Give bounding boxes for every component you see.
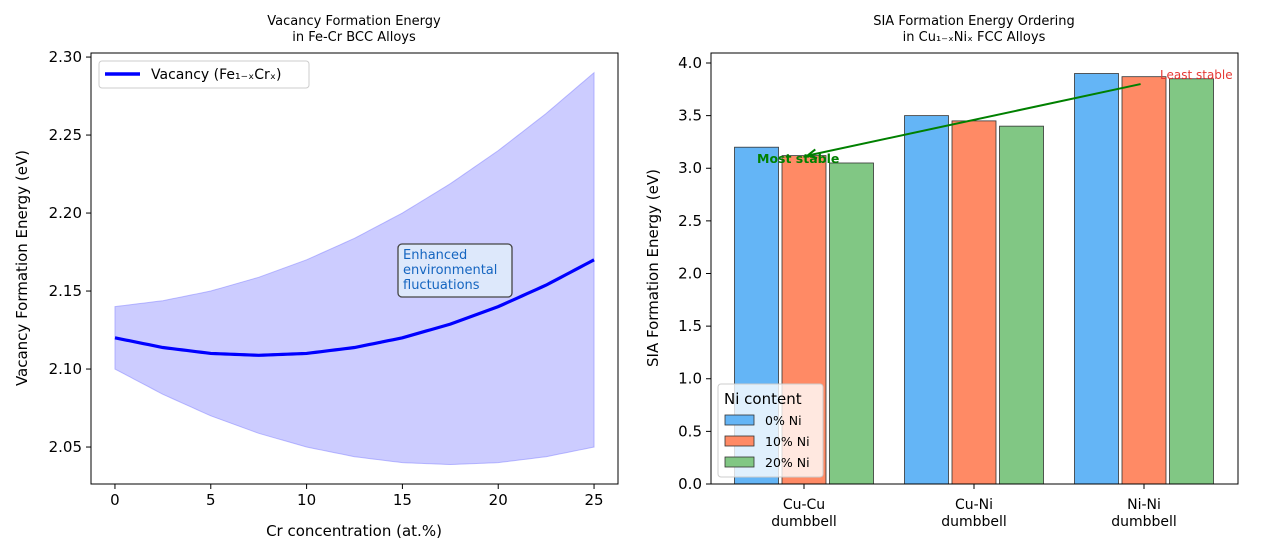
bar-0-ni-2 — [1074, 73, 1119, 485]
most-stable-label: Most stable — [757, 151, 839, 166]
y-tick-label: 3.5 — [678, 107, 702, 125]
x-tick-label: 25 — [584, 491, 603, 509]
x-category-label: Cu-Ni dumbbell — [941, 497, 1007, 530]
right-y-label: SIA Formation Energy (eV) — [644, 169, 662, 367]
left-chart-title: Vacancy Formation Energy in Fe-Cr BCC All… — [267, 14, 441, 45]
bar-20-ni-1 — [999, 125, 1044, 485]
right-legend — [717, 383, 824, 478]
bar-0-ni-1 — [904, 115, 949, 485]
y-tick-label: 4.0 — [678, 54, 702, 72]
bar-20-ni-0 — [829, 162, 874, 485]
y-tick-label: 2.0 — [678, 264, 702, 282]
y-tick-label: 2.15 — [49, 282, 82, 300]
legend-label: 10% Ni — [765, 434, 810, 449]
least-stable-label: Least stable — [1160, 68, 1233, 82]
legend-swatch — [724, 414, 755, 426]
x-tick-label: 20 — [489, 491, 508, 509]
bar-10-ni-1 — [951, 120, 997, 485]
legend-label: 20% Ni — [765, 455, 810, 470]
arrow-line — [807, 83, 1141, 157]
confidence-band — [114, 71, 595, 466]
y-tick-label: 2.30 — [49, 48, 82, 66]
x-category-label: Ni-Ni dumbbell — [1111, 497, 1177, 530]
legend-label: Vacancy (Fe₁₋ₓCrₓ) — [151, 67, 281, 83]
y-tick-label: 0.5 — [678, 422, 702, 440]
y-tick-label: 0.0 — [678, 475, 702, 493]
legend-swatch — [724, 435, 755, 447]
y-tick-label: 2.10 — [49, 360, 82, 378]
left-axes-frame — [90, 52, 619, 485]
y-tick-label: 1.0 — [678, 370, 702, 388]
y-tick-label: 3.0 — [678, 159, 702, 177]
y-tick-label: 1.5 — [678, 317, 702, 335]
x-category-label: Cu-Cu dumbbell — [771, 497, 837, 530]
y-tick-label: 2.05 — [49, 438, 82, 456]
annotation-box — [397, 243, 513, 298]
left-x-label: Cr concentration (at.%) — [266, 522, 442, 540]
x-tick-label: 15 — [393, 491, 412, 509]
bar-20-ni-2 — [1169, 78, 1214, 485]
arrow-head-icon — [805, 148, 818, 159]
left-legend — [98, 60, 310, 89]
y-tick-label: 2.20 — [49, 204, 82, 222]
x-tick-label: 5 — [206, 491, 216, 509]
bar-10-ni-2 — [1121, 76, 1167, 485]
x-tick-label: 10 — [297, 491, 316, 509]
x-tick-label: 0 — [110, 491, 120, 509]
y-tick-label: 2.5 — [678, 212, 702, 230]
left-y-label: Vacancy Formation Energy (eV) — [13, 150, 31, 386]
legend-swatch — [724, 456, 755, 468]
annotation-text: Enhanced environmental fluctuations — [403, 248, 497, 293]
legend-title: Ni content — [724, 390, 802, 408]
right-chart-title: SIA Formation Energy Ordering in Cu₁₋ₓNiₓ… — [873, 14, 1075, 45]
vacancy-line — [114, 258, 595, 357]
legend-label: 0% Ni — [765, 413, 802, 428]
y-tick-label: 2.25 — [49, 126, 82, 144]
